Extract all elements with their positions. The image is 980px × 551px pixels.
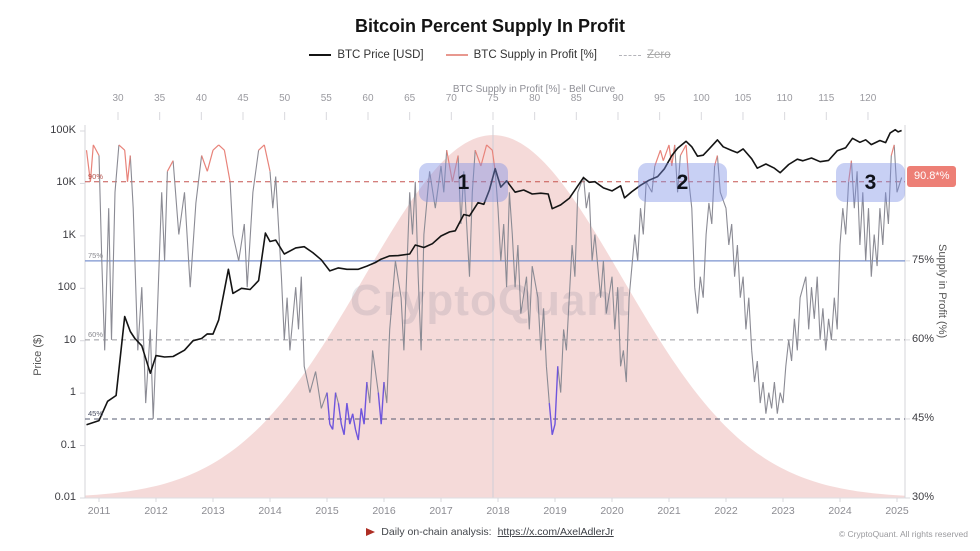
- price-tick-label: 1K: [62, 228, 76, 241]
- supply-tick-label: 60%: [912, 332, 935, 345]
- top-axis-title: BTC Supply in Profit [%] - Bell Curve: [452, 84, 616, 95]
- top-tick-label: 75: [487, 93, 499, 104]
- y-right-axis-title: Supply in Profit (%): [936, 244, 948, 339]
- supply-in-profit-line-below-45: [326, 366, 559, 441]
- supply-tick-label: 30%: [912, 491, 935, 503]
- line-swatch-icon: [445, 54, 468, 56]
- line-swatch-icon: [309, 54, 332, 56]
- copyright-text: © CryptoQuant. All rights reserved: [838, 529, 968, 539]
- highlight-box-3: 3: [836, 163, 905, 202]
- year-tick-label: 2014: [258, 505, 282, 517]
- year-tick-label: 2022: [714, 505, 738, 517]
- reference-line-label: 60%: [88, 329, 104, 339]
- btc-price-line: [86, 128, 902, 426]
- year-tick-label: 2023: [771, 505, 795, 517]
- year-tick-label: 2020: [600, 505, 624, 517]
- legend-item-btc-price[interactable]: BTC Price [USD]: [309, 49, 424, 61]
- top-tick-label: 65: [404, 93, 416, 104]
- watermark: CryptoQuant: [350, 276, 630, 325]
- flag-icon: [366, 528, 376, 536]
- year-tick-label: 2019: [543, 505, 567, 517]
- legend-label: Zero: [646, 49, 671, 61]
- bell-curve-area: [85, 135, 905, 498]
- year-tick-label: 2011: [87, 505, 111, 517]
- year-tick-label: 2012: [144, 505, 168, 517]
- top-tick-label: 35: [154, 93, 166, 104]
- chart-title: Bitcoin Percent Supply In Profit: [354, 16, 626, 36]
- year-tick-label: 2016: [372, 505, 396, 517]
- top-tick-label: 105: [734, 93, 752, 104]
- top-tick-label: 45: [237, 93, 249, 104]
- highlight-box-1: 1: [419, 163, 508, 202]
- top-tick-label: 110: [776, 93, 793, 104]
- top-tick-label: 50: [279, 93, 291, 104]
- supply-tick-label: 75%: [912, 253, 935, 266]
- top-tick-label: 55: [320, 93, 332, 104]
- year-tick-label: 2017: [429, 505, 453, 517]
- reference-line-label: 75%: [88, 250, 104, 260]
- price-tick-label: 10K: [56, 176, 76, 189]
- price-tick-label: 100K: [50, 124, 76, 136]
- reference-line-label: 90%: [88, 171, 104, 181]
- price-tick-label: 0.01: [54, 491, 76, 503]
- top-tick-label: 85: [570, 93, 582, 104]
- top-tick-label: 100: [692, 93, 710, 104]
- legend-label: BTC Price [USD]: [337, 49, 424, 61]
- year-tick-label: 2018: [486, 505, 510, 517]
- price-tick-label: 100: [57, 281, 76, 294]
- year-tick-label: 2021: [657, 505, 681, 517]
- year-tick-label: 2024: [828, 505, 852, 517]
- highlight-box-2: 2: [638, 163, 727, 202]
- top-tick-label: 30: [112, 93, 124, 104]
- top-tick-label: 120: [859, 93, 877, 104]
- highlight-box-label: 1: [457, 170, 470, 194]
- top-tick-label: 60: [362, 93, 374, 104]
- supply-in-profit-line-above-90: [85, 144, 895, 182]
- price-tick-label: 1: [69, 386, 76, 399]
- reference-line-label: 45%: [88, 408, 104, 418]
- highlight-box-label: 3: [864, 170, 877, 194]
- top-tick-label: 95: [654, 93, 666, 104]
- year-tick-label: 2013: [201, 505, 225, 517]
- highlight-box-label: 2: [676, 170, 689, 194]
- year-tick-label: 2025: [885, 505, 909, 517]
- current-value-badge: 90.8*%: [907, 166, 957, 187]
- legend-label: BTC Supply in Profit [%]: [473, 49, 597, 61]
- legend-item-zero[interactable]: Zero: [618, 49, 671, 61]
- top-tick-label: 40: [195, 93, 207, 104]
- top-tick-label: 115: [818, 93, 835, 104]
- footer-link[interactable]: https://x.com/AxelAdlerJr: [497, 526, 614, 538]
- legend: BTC Price [USD] BTC Supply in Profit [%]…: [0, 49, 980, 61]
- year-tick-label: 2015: [315, 505, 339, 517]
- price-tick-label: 10: [63, 333, 76, 346]
- footer: Daily on-chain analysis: https://x.com/A…: [0, 526, 980, 538]
- legend-item-supply-in-profit[interactable]: BTC Supply in Profit [%]: [445, 49, 597, 61]
- footer-text: Daily on-chain analysis:: [381, 526, 492, 538]
- top-tick-label: 90: [612, 93, 624, 104]
- supply-tick-label: 45%: [912, 411, 935, 424]
- top-tick-label: 80: [529, 93, 541, 104]
- top-tick-label: 70: [445, 93, 457, 104]
- dashed-swatch-icon: [618, 54, 641, 56]
- supply-in-profit-line: [98, 144, 903, 419]
- price-tick-label: 0.1: [60, 438, 76, 451]
